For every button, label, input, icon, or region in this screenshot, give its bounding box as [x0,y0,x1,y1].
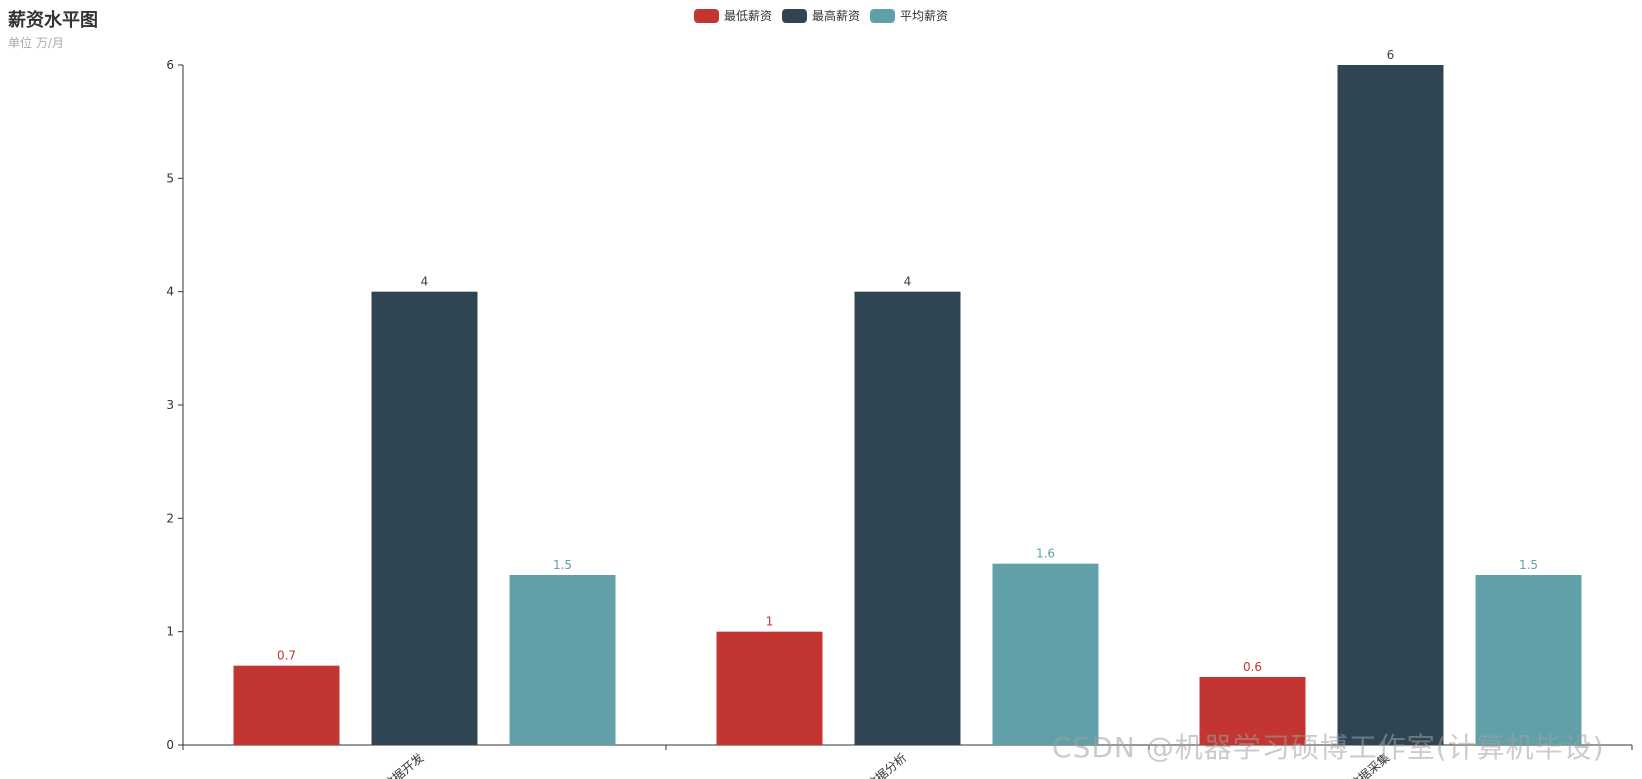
legend-swatch-min-salary [693,8,719,23]
chart-subtitle: 单位 万/月 [8,36,64,50]
bar-value-label-2-2: 1.5 [1519,558,1538,572]
legend-label-avg-salary: 平均薪资 [900,9,949,23]
legend-item-min-salary[interactable]: 最低薪资 [693,7,772,24]
legend-swatch-max-salary [781,8,807,23]
chart-title: 薪资水平图 [8,10,98,31]
y-tick-label-5: 5 [166,171,174,185]
bar-value-label-1-0: 4 [421,275,429,289]
bar-1-2[interactable] [1337,65,1444,745]
bar-0-0[interactable] [233,665,340,745]
legend-label-max-salary: 最高薪资 [811,9,860,23]
legend-swatch-avg-salary [870,8,895,23]
bar-2-2[interactable] [1475,575,1582,745]
y-tick-label-0: 0 [166,738,174,752]
y-tick-label-4: 4 [166,285,174,299]
x-tick-label-0: 数据开发 [380,750,426,779]
bar-0-1[interactable] [716,631,823,745]
bar-value-label-0-2: 0.6 [1243,660,1262,674]
bar-value-label-2-1: 1.6 [1036,547,1055,561]
y-tick-label-3: 3 [166,398,174,412]
y-tick-label-2: 2 [166,511,174,525]
legend-label-min-salary: 最低薪资 [723,9,772,23]
bar-value-label-0-0: 0.7 [277,649,296,663]
bar-1-1[interactable] [854,291,961,745]
bar-1-0[interactable] [371,291,478,745]
bar-value-label-0-1: 1 [766,615,774,629]
legend-item-max-salary[interactable]: 最高薪资 [781,7,860,24]
bar-value-label-2-0: 1.5 [553,558,572,572]
bar-value-label-1-1: 4 [904,275,912,289]
bar-0-2[interactable] [1199,677,1306,745]
legend-item-avg-salary[interactable]: 平均薪资 [870,7,948,24]
chart-legend: 最低薪资 最高薪资 平均薪资 [0,7,1642,24]
bar-2-1[interactable] [992,563,1099,745]
x-tick-label-1: 数据分析 [863,750,909,779]
bar-value-label-1-2: 6 [1387,48,1395,62]
y-tick-label-6: 6 [166,58,174,72]
y-tick-label-1: 1 [166,625,174,639]
bar-2-0[interactable] [509,575,616,745]
watermark-text: CSDN @机器学习硕博工作室(计算机毕设) [1052,731,1605,764]
